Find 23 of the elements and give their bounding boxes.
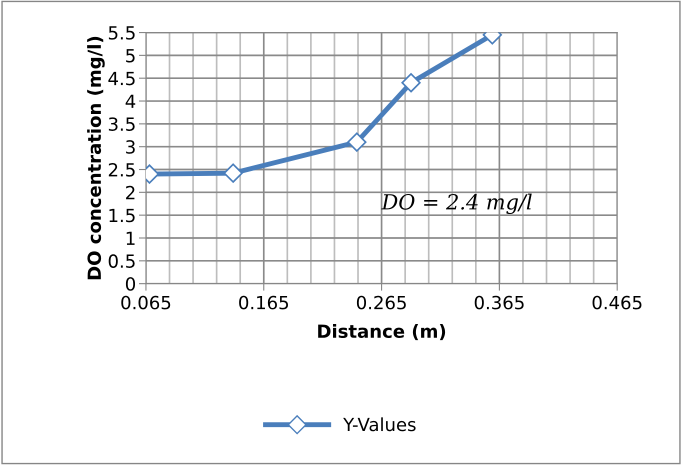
annotation: DO = 2.4 mg/l bbox=[381, 194, 532, 214]
y-tick-label: 4 bbox=[126, 94, 136, 108]
legend-label: Y-Values bbox=[343, 417, 416, 432]
x-tick-label: 0.465 bbox=[592, 296, 642, 310]
y-axis-title: DO concentration (mg/l) bbox=[87, 36, 105, 280]
y-tick-label: 2 bbox=[126, 186, 134, 200]
point bbox=[223, 163, 243, 183]
y-tick-label: 0.5 bbox=[108, 254, 135, 268]
y-tick-label: 1.5 bbox=[109, 208, 135, 222]
y-tick-label: 3 bbox=[126, 140, 135, 154]
x-tick-label: 0.265 bbox=[356, 296, 406, 310]
y-tick-label: 1 bbox=[126, 232, 135, 245]
x-axis-title: Distance (m) bbox=[318, 324, 446, 340]
y-tick-label: 0 bbox=[126, 277, 136, 291]
x-tick-label: 0.165 bbox=[239, 296, 288, 310]
x-tick-label: 0.065 bbox=[121, 296, 170, 310]
y-tick-label: 5.5 bbox=[108, 26, 135, 40]
x-tick-label: 0.365 bbox=[474, 296, 524, 310]
y-tick-label: 5 bbox=[126, 49, 135, 62]
y-tick-label: 4.5 bbox=[108, 72, 135, 86]
y-tick-label: 3.5 bbox=[108, 117, 135, 131]
point bbox=[347, 132, 367, 152]
y-tick-label: 2.5 bbox=[108, 162, 135, 177]
